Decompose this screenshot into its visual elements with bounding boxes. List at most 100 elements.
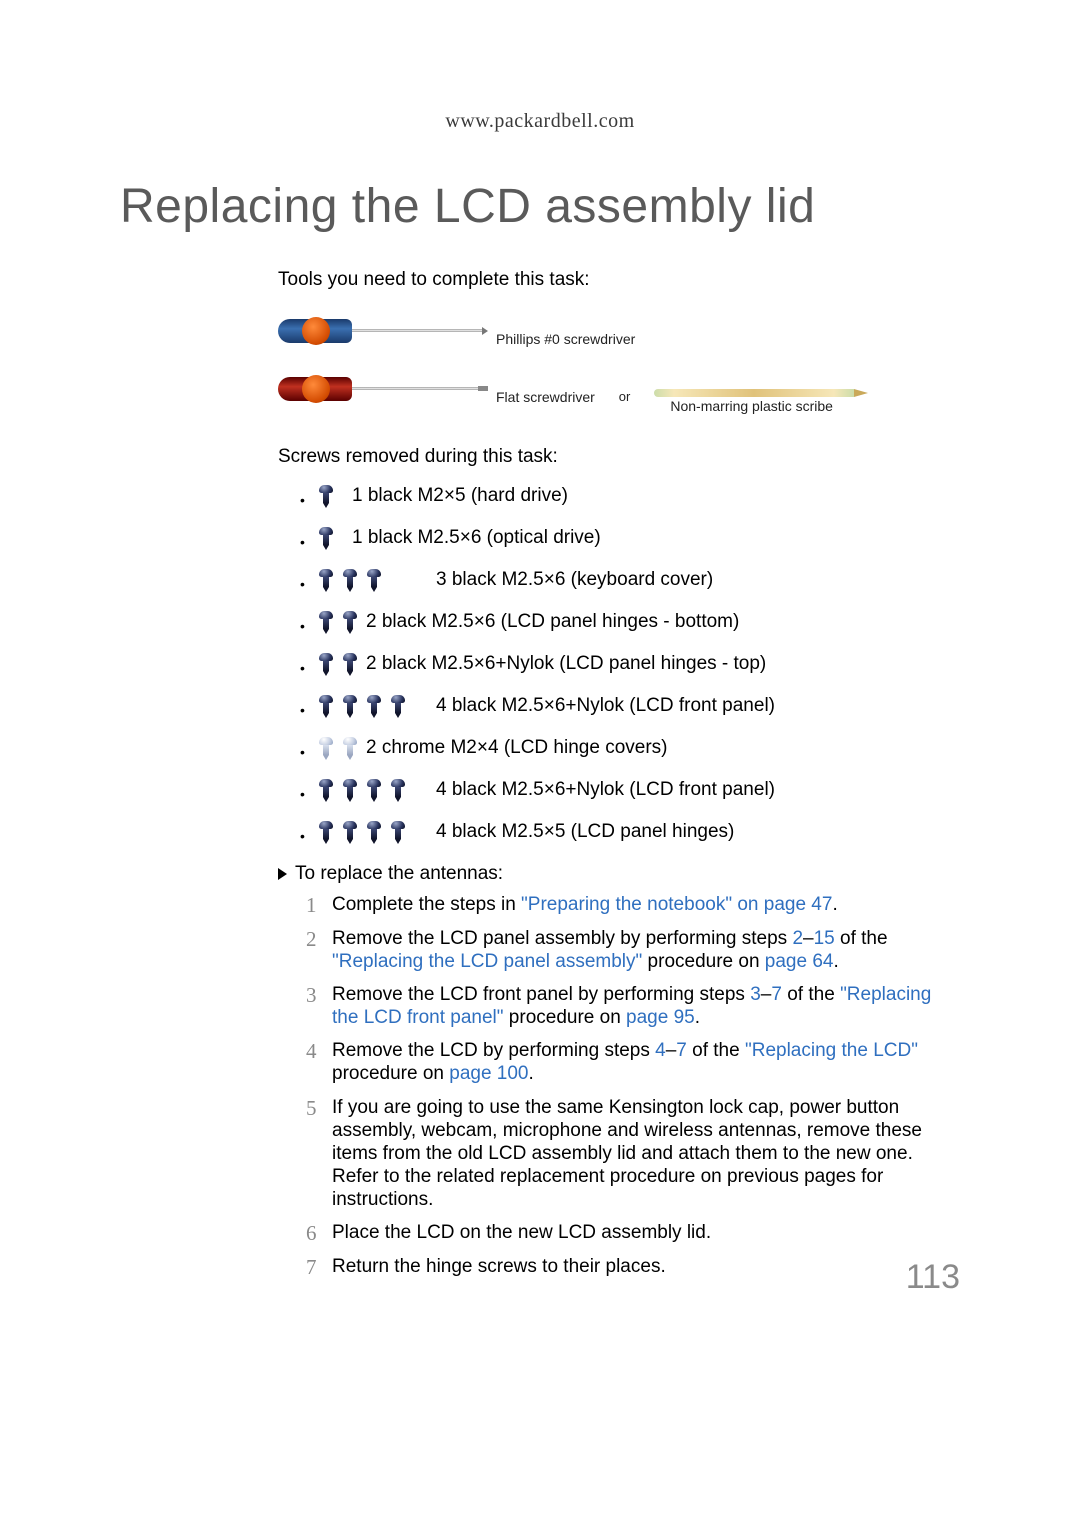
screw-icon [366,779,382,801]
screw-list: 1 black M2×5 (hard drive) 1 black M2.5×6 … [278,483,958,845]
screw-icon-group [318,569,428,591]
phillips-screwdriver-icon [278,313,488,349]
screw-icon [318,821,334,843]
link-step-7a[interactable]: 7 [771,984,782,1005]
plastic-scribe-icon [654,383,870,403]
screw-item-text: 2 black M2.5×6 (LCD panel hinges - botto… [366,609,739,635]
step-3-post: . [695,1007,700,1028]
triangle-bullet-icon [278,868,287,880]
screw-item-text: 4 black M2.5×6+Nylok (LCD front panel) [436,777,775,803]
link-replacing-lcd-panel-assembly[interactable]: "Replacing the LCD panel assembly" [332,951,642,972]
step-1: Complete the steps in "Preparing the not… [306,893,958,916]
screw-item: 1 black M2×5 (hard drive) [300,483,958,509]
link-page-100[interactable]: page 100 [449,1063,528,1084]
step-2-dash: – [803,928,814,949]
screw-icon [318,527,334,549]
link-replacing-lcd[interactable]: "Replacing the LCD" [745,1040,918,1061]
screw-icon [342,695,358,717]
screw-icon [342,779,358,801]
page: www.packardbell.com Replacing the LCD as… [0,0,1080,1527]
screw-icon [318,779,334,801]
screw-item-text: 3 black M2.5×6 (keyboard cover) [436,567,713,593]
tool-label-phillips: Phillips #0 screwdriver [496,315,635,347]
step-1-pre: Complete the steps in [332,894,521,915]
link-step-2[interactable]: 2 [792,928,803,949]
screw-icon [366,821,382,843]
screw-item: 1 black M2.5×6 (optical drive) [300,525,958,551]
screw-item-text: 2 black M2.5×6+Nylok (LCD panel hinges -… [366,651,766,677]
screw-icon [318,653,334,675]
screw-icon-group [318,821,428,843]
tools-intro: Tools you need to complete this task: [278,268,958,293]
step-4-pre: Remove the LCD by performing steps [332,1040,655,1061]
screw-icon [342,821,358,843]
step-4-mid: of the [687,1040,745,1061]
step-2: Remove the LCD panel assembly by perform… [306,927,958,973]
screw-item: 2 black M2.5×6 (LCD panel hinges - botto… [300,609,958,635]
screw-item: 2 black M2.5×6+Nylok (LCD panel hinges -… [300,651,958,677]
tool-row-flat: Flat screwdriver or Non-marring plastic … [278,365,958,413]
step-3: Remove the LCD front panel by performing… [306,983,958,1029]
link-step-15[interactable]: 15 [814,928,835,949]
step-4: Remove the LCD by performing steps 4–7 o… [306,1039,958,1085]
screw-icon [318,569,334,591]
tool-label-or: or [595,373,655,404]
screw-icon-group [318,695,428,717]
screw-icon [342,569,358,591]
screw-icon [342,611,358,633]
header-url: www.packardbell.com [120,110,960,133]
screw-icon [390,695,406,717]
screw-icon [390,779,406,801]
link-preparing-notebook[interactable]: "Preparing the notebook" on page 47 [521,894,832,915]
link-step-4[interactable]: 4 [655,1040,666,1061]
screw-icon [318,485,334,507]
step-2-mid2: procedure on [642,951,765,972]
link-step-3[interactable]: 3 [750,984,761,1005]
body-column: Tools you need to complete this task: Ph… [278,268,958,1278]
step-5: If you are going to use the same Kensing… [306,1096,958,1212]
screw-icon [390,821,406,843]
screw-icon-group [318,611,358,633]
screw-icon [318,695,334,717]
screw-item-text: 1 black M2×5 (hard drive) [352,483,568,509]
step-2-post: . [833,951,838,972]
step-2-mid: of the [835,928,888,949]
flat-screwdriver-icon [278,371,488,407]
link-step-7b[interactable]: 7 [676,1040,687,1061]
step-4-post: . [529,1063,534,1084]
step-3-mid: of the [782,984,840,1005]
step-1-post: . [832,894,837,915]
screws-intro: Screws removed during this task: [278,445,958,470]
procedure-heading-text: To replace the antennas: [295,863,503,885]
screw-item: 4 black M2.5×5 (LCD panel hinges) [300,819,958,845]
tool-row-phillips: Phillips #0 screwdriver [278,307,958,355]
link-page-95[interactable]: page 95 [626,1007,695,1028]
step-7: Return the hinge screws to their places. [306,1255,958,1278]
screw-item-text: 2 chrome M2×4 (LCD hinge covers) [366,735,668,761]
screw-item-text: 4 black M2.5×6+Nylok (LCD front panel) [436,693,775,719]
screw-icon-group [318,737,358,759]
link-page-64[interactable]: page 64 [765,951,834,972]
step-3-pre: Remove the LCD front panel by performing… [332,984,750,1005]
screw-icon [318,737,334,759]
step-3-mid2: procedure on [504,1007,627,1028]
screw-item-text: 1 black M2.5×6 (optical drive) [352,525,601,551]
screw-item: 2 chrome M2×4 (LCD hinge covers) [300,735,958,761]
screw-icon [366,569,382,591]
page-title: Replacing the LCD assembly lid [120,179,960,234]
screw-icon-group [318,527,344,549]
step-2-pre: Remove the LCD panel assembly by perform… [332,928,792,949]
screw-icon [318,611,334,633]
procedure-steps: Complete the steps in "Preparing the not… [278,893,958,1277]
screw-item: 3 black M2.5×6 (keyboard cover) [300,567,958,593]
screw-icon [342,653,358,675]
screw-item-text: 4 black M2.5×5 (LCD panel hinges) [436,819,734,845]
page-number: 113 [906,1258,960,1297]
step-4-mid2: procedure on [332,1063,449,1084]
procedure-heading: To replace the antennas: [278,863,958,885]
screw-icon-group [318,653,358,675]
tool-label-flat: Flat screwdriver [496,373,595,405]
screw-item: 4 black M2.5×6+Nylok (LCD front panel) [300,693,958,719]
step-3-dash: – [761,984,772,1005]
step-4-dash: – [666,1040,677,1061]
